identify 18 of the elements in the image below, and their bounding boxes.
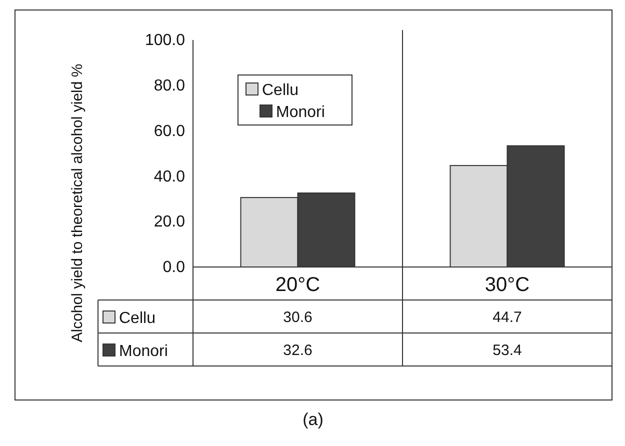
y-tick-label: 0.0 <box>162 259 186 276</box>
text: Monori <box>119 343 168 360</box>
x-tick-label: 30°C <box>484 274 530 296</box>
legend-label: Cellu <box>262 82 298 99</box>
y-tick-label: 100.0 <box>144 32 186 50</box>
y-tick-label: 40.0 <box>154 168 186 186</box>
data-label: 30.6 <box>283 309 312 326</box>
y-axis-title: Alcohol yield to theoretical alcohol yield % <box>69 64 86 342</box>
text: (a) <box>302 410 324 429</box>
data-label: 53.4 <box>492 342 522 359</box>
y-tick-label: 80.0 <box>154 78 186 95</box>
legend-label: Monori <box>276 104 325 121</box>
data-label: 44.7 <box>492 309 522 326</box>
y-tick-label: 20.0 <box>154 214 186 231</box>
text: Cellu <box>119 310 156 327</box>
y-tick-label: 60.0 <box>154 122 186 140</box>
x-tick-label: 20°C <box>275 274 320 296</box>
data-label: 32.6 <box>283 342 312 359</box>
